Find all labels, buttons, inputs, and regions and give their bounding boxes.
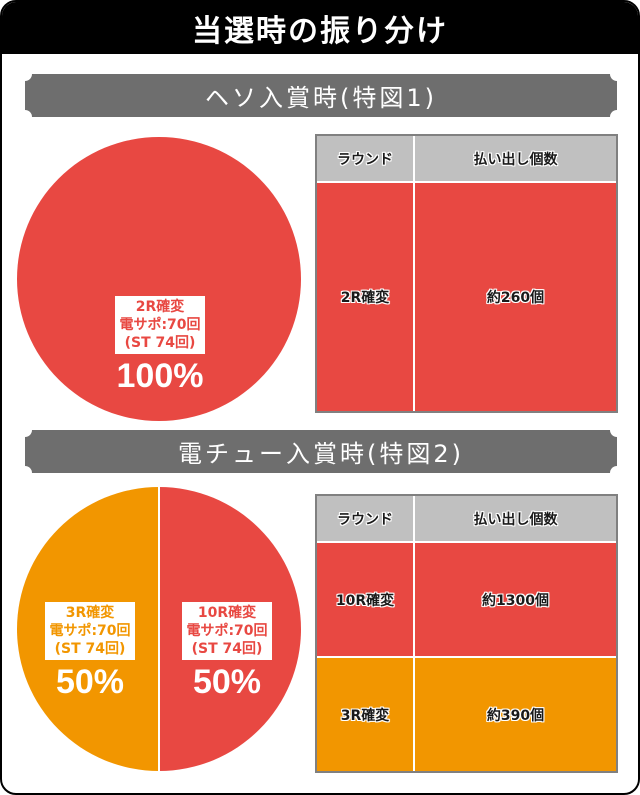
section-banner-label: 電チュー入賞時(特図2) <box>178 440 464 468</box>
slice-percentage: 50% <box>192 663 262 701</box>
banner-notch <box>610 67 624 81</box>
pie-slice-label-10r: 10R確変 電サポ:70回 (ST 74回) 50% <box>177 602 277 702</box>
section-banner-tokuzu2: 電チュー入賞時(特図2) <box>18 423 624 480</box>
slice-st: (ST 74回) <box>54 641 126 657</box>
table-cell-payout: 約1300個 <box>415 541 616 656</box>
banner-notch <box>18 466 32 480</box>
banner-notch <box>18 110 32 124</box>
banner-notch <box>18 423 32 437</box>
banner-notch <box>610 466 624 480</box>
banner-notch <box>610 110 624 124</box>
slice-densapo: 電サポ:70回 <box>119 317 201 333</box>
banner-notch <box>18 67 32 81</box>
section-banner-tokuzu1: ヘソ入賞時(特図1) <box>18 67 624 124</box>
page-title: 当選時の振り分け <box>2 2 638 54</box>
pie-chart-tokuzu1 <box>17 137 301 421</box>
table-cell-payout: 約390個 <box>415 656 616 771</box>
slice-round: 3R確変 <box>65 605 115 621</box>
slice-densapo: 電サポ:70回 <box>49 623 131 639</box>
table-header-payout: 払い出し個数 <box>415 496 616 541</box>
section-banner-label: ヘソ入賞時(特図1) <box>205 84 437 112</box>
payout-table-tokuzu1: ラウンド 払い出し個数 2R確変 約260個 <box>315 134 618 413</box>
pie-slice-label: 2R確変 電サポ:70回 (ST 74回) 100% <box>107 296 213 396</box>
table-cell-round: 2R確変 <box>317 181 415 411</box>
slice-st: (ST 74回) <box>124 335 196 351</box>
slice-st: (ST 74回) <box>191 641 263 657</box>
pie-slice-label-box: 10R確変 電サポ:70回 (ST 74回) <box>182 602 272 660</box>
table-header-payout: 払い出し個数 <box>415 136 616 181</box>
table-header-round: ラウンド <box>317 496 415 541</box>
slice-densapo: 電サポ:70回 <box>186 623 268 639</box>
table-cell-payout: 約260個 <box>415 181 616 411</box>
pie-slice-label-box: 2R確変 電サポ:70回 (ST 74回) <box>115 296 205 354</box>
slice-round: 2R確変 <box>135 299 185 315</box>
banner-notch <box>610 423 624 437</box>
slice-round: 10R確変 <box>197 605 257 621</box>
pie-slice-label-3r: 3R確変 電サポ:70回 (ST 74回) 50% <box>40 602 140 702</box>
pie-slice-label-box: 3R確変 電サポ:70回 (ST 74回) <box>45 602 135 660</box>
slice-percentage: 50% <box>55 663 125 701</box>
slice-percentage: 100% <box>116 357 204 395</box>
table-cell-round: 10R確変 <box>317 541 415 656</box>
table-header-round: ラウンド <box>317 136 415 181</box>
payout-table-tokuzu2: ラウンド 払い出し個数 10R確変 約1300個 3R確変 約390個 <box>315 494 618 773</box>
table-cell-round: 3R確変 <box>317 656 415 771</box>
